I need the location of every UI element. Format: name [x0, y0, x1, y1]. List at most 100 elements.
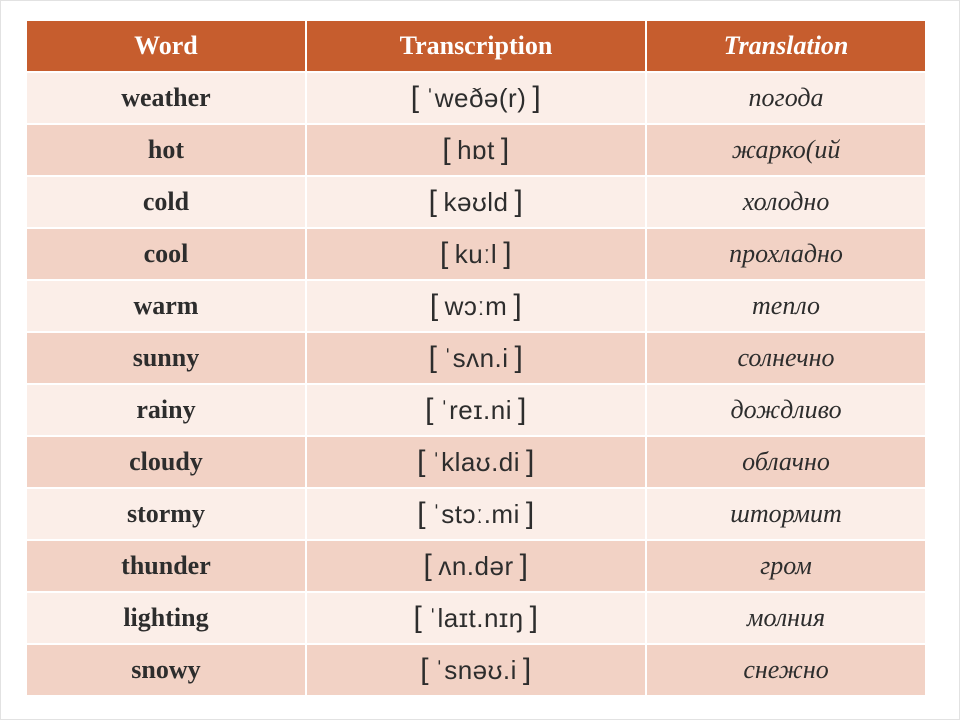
cell-word: cloudy — [26, 436, 306, 488]
cell-translation: дождливо — [646, 384, 926, 436]
ipa-value: ʌn.dər — [438, 552, 513, 581]
cell-word: cold — [26, 176, 306, 228]
table-row: stormy [ˈstɔː.mi] штормит — [26, 488, 926, 540]
bracket-close: ] — [514, 186, 523, 219]
ipa-text: [ˈklaʊ.di] — [417, 446, 535, 479]
bracket-close: ] — [503, 238, 512, 271]
table-row: snowy [ˈsnəʊ.i] снежно — [26, 644, 926, 696]
cell-transcription: [ˈsnəʊ.i] — [306, 644, 646, 696]
cell-word: weather — [26, 72, 306, 124]
cell-word: hot — [26, 124, 306, 176]
cell-word: sunny — [26, 332, 306, 384]
cell-transcription: [wɔːm] — [306, 280, 646, 332]
cell-translation: молния — [646, 592, 926, 644]
bracket-open: [ — [440, 238, 449, 271]
header-row: Word Transcription Translation — [26, 20, 926, 72]
cell-translation: снежно — [646, 644, 926, 696]
cell-word: warm — [26, 280, 306, 332]
ipa-text: [ˈreɪ.ni] — [425, 394, 527, 427]
ipa-text: [ˈsʌn.i] — [429, 342, 524, 375]
bracket-close: ] — [515, 342, 524, 375]
table-row: cold [kəʊld] холодно — [26, 176, 926, 228]
ipa-text: [ˈlaɪt.nɪŋ] — [414, 602, 539, 635]
cell-transcription: [kuːl] — [306, 228, 646, 280]
cell-translation: штормит — [646, 488, 926, 540]
ipa-value: ˈlaɪt.nɪŋ — [428, 604, 523, 633]
cell-word: stormy — [26, 488, 306, 540]
cell-transcription: [ˈweðə(r)] — [306, 72, 646, 124]
bracket-open: [ — [430, 290, 439, 323]
ipa-value: ˈweðə(r) — [426, 84, 527, 113]
bracket-close: ] — [526, 446, 535, 479]
table-row: weather [ˈweðə(r)] погода — [26, 72, 926, 124]
table-head: Word Transcription Translation — [26, 20, 926, 72]
ipa-value: kəʊld — [443, 188, 508, 217]
cell-transcription: [kəʊld] — [306, 176, 646, 228]
ipa-value: kuːl — [455, 240, 497, 269]
table-row: warm [wɔːm] тепло — [26, 280, 926, 332]
bracket-close: ] — [526, 498, 535, 531]
ipa-text: [hɒt] — [442, 134, 509, 167]
bracket-close: ] — [501, 134, 510, 167]
cell-transcription: [ˈklaʊ.di] — [306, 436, 646, 488]
page: Word Transcription Translation weather[ˈ… — [0, 0, 960, 720]
cell-translation: облачно — [646, 436, 926, 488]
cell-translation: погода — [646, 72, 926, 124]
table-row: sunny [ˈsʌn.i] солнечно — [26, 332, 926, 384]
bracket-open: [ — [414, 602, 423, 635]
table-body: weather[ˈweðə(r)]погодаhot[hɒt]жарко(ийc… — [26, 72, 926, 696]
bracket-open: [ — [417, 446, 426, 479]
cell-transcription: [ˈsʌn.i] — [306, 332, 646, 384]
col-header-translation: Translation — [646, 20, 926, 72]
cell-word: cool — [26, 228, 306, 280]
cell-word: thunder — [26, 540, 306, 592]
vocab-table: Word Transcription Translation weather[ˈ… — [25, 19, 927, 697]
ipa-value: ˈsnəʊ.i — [435, 656, 517, 685]
table-row: rainy [ˈreɪ.ni] дождливо — [26, 384, 926, 436]
bracket-open: [ — [429, 186, 438, 219]
table-row: thunder [ ʌn.dər] гром — [26, 540, 926, 592]
cell-translation: жарко(ий — [646, 124, 926, 176]
ipa-value: wɔːm — [445, 292, 508, 321]
ipa-text: [ˈstɔː.mi] — [417, 498, 534, 531]
bracket-close: ] — [513, 290, 522, 323]
cell-transcription: [ˈreɪ.ni] — [306, 384, 646, 436]
cell-transcription: [ˈlaɪt.nɪŋ] — [306, 592, 646, 644]
bracket-close: ] — [518, 394, 527, 427]
bracket-open: [ — [417, 498, 426, 531]
cell-transcription: [hɒt] — [306, 124, 646, 176]
ipa-value: ˈklaʊ.di — [432, 448, 520, 477]
bracket-close: ] — [523, 654, 532, 687]
bracket-close: ] — [520, 550, 529, 583]
ipa-text: [ˈsnəʊ.i] — [420, 654, 531, 687]
cell-translation: солнечно — [646, 332, 926, 384]
cell-word: lighting — [26, 592, 306, 644]
ipa-text: [ˈweðə(r)] — [411, 82, 541, 115]
cell-translation: прохладно — [646, 228, 926, 280]
ipa-text: [wɔːm] — [430, 290, 522, 323]
ipa-value: ˈsʌn.i — [443, 344, 508, 373]
cell-transcription: [ˈstɔː.mi] — [306, 488, 646, 540]
cell-translation: гром — [646, 540, 926, 592]
bracket-open: [ — [424, 550, 433, 583]
table-row: hot [hɒt] жарко(ий — [26, 124, 926, 176]
bracket-open: [ — [442, 134, 451, 167]
cell-word: snowy — [26, 644, 306, 696]
ipa-text: [ ʌn.dər] — [424, 550, 529, 583]
ipa-text: [kuːl] — [440, 238, 512, 271]
ipa-text: [kəʊld] — [429, 186, 524, 219]
table-row: cool [kuːl] прохладно — [26, 228, 926, 280]
ipa-value: ˈstɔː.mi — [432, 500, 520, 529]
bracket-open: [ — [425, 394, 434, 427]
bracket-open: [ — [420, 654, 429, 687]
cell-word: rainy — [26, 384, 306, 436]
ipa-value: ˈreɪ.ni — [440, 396, 512, 425]
table-row: lighting [ˈlaɪt.nɪŋ] молния — [26, 592, 926, 644]
bracket-close: ] — [530, 602, 539, 635]
col-header-transcription: Transcription — [306, 20, 646, 72]
bracket-open: [ — [411, 82, 420, 115]
col-header-word: Word — [26, 20, 306, 72]
cell-translation: тепло — [646, 280, 926, 332]
cell-translation: холодно — [646, 176, 926, 228]
bracket-close: ] — [532, 82, 541, 115]
